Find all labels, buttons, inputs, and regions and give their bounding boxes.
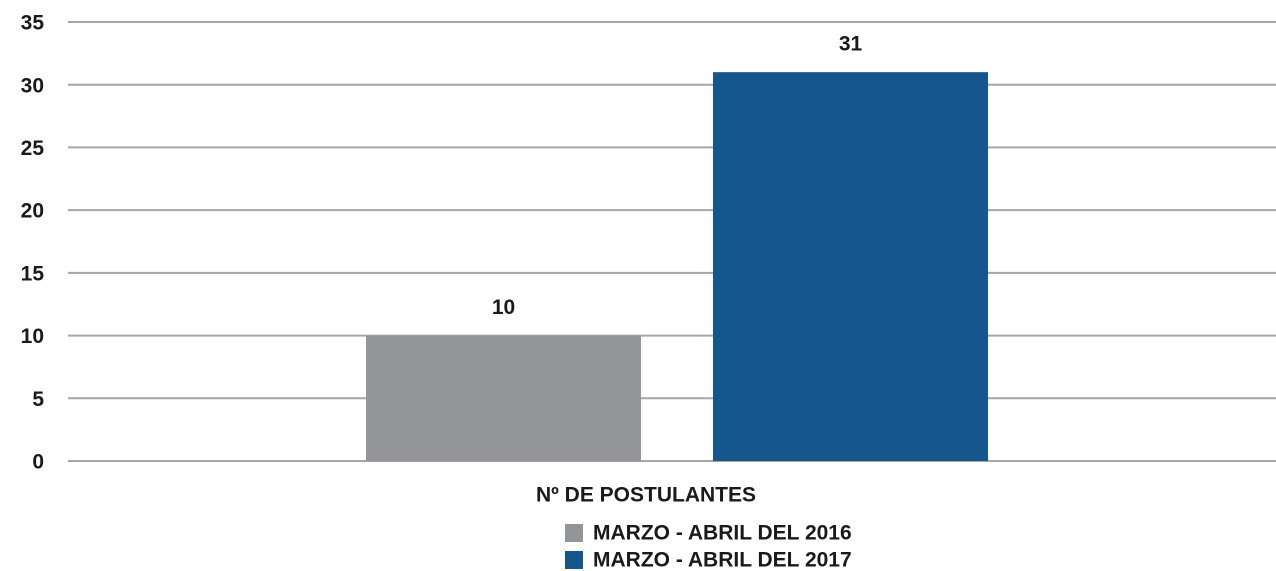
legend-label: MARZO - ABRIL DEL 2016 <box>593 522 852 545</box>
y-tick-label: 10 <box>21 325 44 348</box>
x-tick-label: Nº DE POSTULANTES <box>536 484 756 507</box>
y-tick-label: 35 <box>21 12 45 35</box>
bar <box>713 72 988 462</box>
legend-swatch <box>565 524 583 542</box>
data-label: 31 <box>839 33 863 56</box>
data-label: 10 <box>492 296 515 319</box>
y-tick-label: 15 <box>21 262 45 285</box>
bar <box>366 335 641 461</box>
y-tick-label: 5 <box>32 388 44 411</box>
y-tick-label: 0 <box>32 451 44 474</box>
legend-swatch <box>565 551 583 569</box>
y-tick-label: 20 <box>21 200 44 223</box>
legend-label: MARZO - ABRIL DEL 2017 <box>593 549 852 571</box>
y-tick-label: 30 <box>21 74 44 97</box>
y-tick-label: 25 <box>21 137 45 160</box>
